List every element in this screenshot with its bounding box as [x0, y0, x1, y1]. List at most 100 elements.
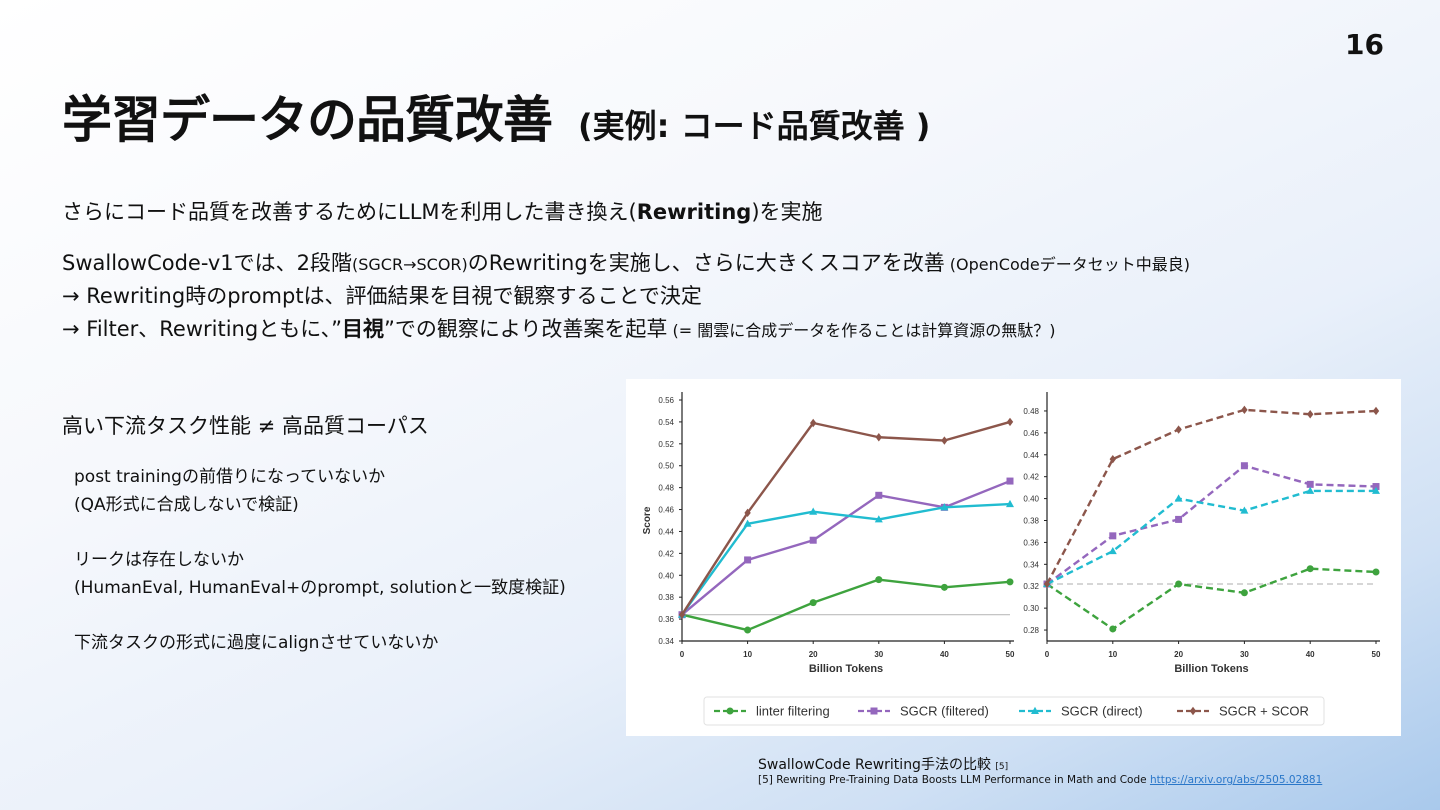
y-tick-label: 0.56 [658, 396, 674, 405]
data-point [1109, 532, 1117, 540]
filter-text-d: (= 闇雲に合成データを作ることは計算資源の無駄？) [667, 321, 1056, 340]
data-point [875, 433, 882, 442]
bullet-align: 下流タスクの形式に過度にalignさせていないか [74, 633, 439, 653]
x-axis-label: Billion Tokens [1174, 663, 1248, 675]
data-point [1240, 506, 1249, 514]
x-tick-label: 10 [1108, 650, 1117, 659]
data-point [1372, 486, 1380, 494]
y-tick-label: 0.28 [1023, 626, 1039, 635]
filter-line: → Filter、Rewritingともに、”目視”での観察により改善案を起草 … [62, 313, 1056, 343]
data-point [1175, 515, 1183, 523]
reference: [5] Rewriting Pre-Training Data Boosts L… [758, 774, 1322, 786]
y-tick-label: 0.34 [1023, 560, 1039, 569]
data-point [1006, 417, 1014, 427]
x-tick-label: 0 [1045, 650, 1050, 659]
series-line [1046, 489, 1376, 586]
y-tick-label: 0.38 [658, 593, 674, 602]
data-point [1372, 406, 1380, 416]
page-number: 16 [1345, 28, 1384, 61]
y-tick-label: 0.32 [1023, 582, 1039, 591]
slide-title-main: 学習データの品質改善 [62, 91, 553, 149]
data-point [678, 610, 686, 619]
y-tick-label: 0.34 [658, 637, 674, 646]
y-tick-label: 0.40 [658, 571, 674, 580]
data-point [1241, 405, 1248, 415]
data-point [809, 536, 817, 544]
y-tick-label: 0.46 [658, 506, 674, 515]
caption-text: SwallowCode Rewriting手法の比較 [758, 757, 991, 773]
intro-text-a: さらにコード品質を改善するためにLLMを利用した書き換え( [62, 200, 637, 224]
series-line [1046, 464, 1377, 586]
x-tick-label: 50 [1372, 650, 1381, 659]
swallowcode-text-a: SwallowCode-v1では、2段階 [62, 251, 352, 275]
chart-panel: 0.34 0.36 0.38 0.40 0.42 0.44 0.46 0.48 0.50 0.52… [626, 379, 1401, 736]
data-point [875, 491, 883, 499]
data-point [809, 599, 817, 607]
data-point [941, 436, 948, 445]
y-tick-label: 0.42 [1023, 473, 1039, 482]
x-tick-label: 0 [680, 650, 685, 659]
data-point [1006, 499, 1014, 508]
reference-link[interactable]: https://arxiv.org/abs/2505.02881 [1149, 774, 1323, 786]
data-point [1240, 462, 1248, 470]
filter-text-c: ”での観察により改善案を起草 [383, 317, 668, 341]
data-point [809, 507, 818, 515]
x-tick-label: 30 [1240, 650, 1249, 659]
x-tick-label: 50 [1006, 650, 1015, 659]
swallowcode-text-d: (OpenCodeデータセット中最良) [944, 255, 1190, 274]
legend-marker [1189, 706, 1197, 716]
legend-label: SGCR + SCOR [1219, 704, 1309, 719]
y-tick-label: 0.48 [658, 484, 674, 493]
data-point [940, 503, 949, 511]
x-tick-label: 20 [809, 650, 818, 659]
intro-line: さらにコード品質を改善するためにLLMを利用した書き換え(Rewriting)を… [62, 196, 823, 226]
data-point [1006, 477, 1014, 485]
data-point [1174, 494, 1183, 502]
bullet-post-training: post trainingの前借りになっていないか [74, 467, 386, 487]
bullet-humaneval: (HumanEval, HumanEval+のprompt, solutionと… [74, 578, 566, 598]
y-tick-label: 0.52 [658, 440, 674, 449]
y-tick-label: 0.46 [1023, 429, 1039, 438]
slide-title: 学習データの品質改善 (実例: コード品質改善 ) [62, 80, 930, 152]
subheading: 高い下流タスク性能 ≠ 高品質コーパス [62, 414, 429, 438]
swallowcode-line: SwallowCode-v1では、2段階(SGCR→SCOR)のRewritin… [62, 247, 1190, 277]
data-point [1006, 578, 1014, 586]
data-point [1108, 546, 1117, 555]
intro-text-c: )を実施 [751, 200, 823, 224]
y-tick-label: 0.30 [1023, 604, 1039, 613]
legend-label: SGCR (filtered) [900, 704, 989, 719]
y-tick-label: 0.38 [1023, 517, 1039, 526]
prompt-line: → Rewriting時のpromptは、評価結果を目視で観察することで決定 [62, 284, 702, 308]
y-tick-label: 0.44 [1023, 451, 1039, 460]
data-point [1175, 580, 1183, 588]
legend-marker [1031, 706, 1039, 714]
filter-text-a: → Filter、Rewritingともに、” [62, 317, 342, 341]
data-point [1307, 410, 1314, 419]
y-tick-label: 0.44 [658, 527, 674, 536]
data-point [1306, 486, 1315, 494]
legend-box [703, 696, 1325, 726]
data-point [1109, 625, 1117, 633]
data-point [875, 576, 883, 584]
figure-caption: SwallowCode Rewriting手法の比較 [5] [758, 754, 1008, 774]
comparison-chart: 0.34 0.36 0.38 0.40 0.42 0.44 0.46 0.48 0.50 0.52… [642, 392, 1381, 726]
data-point [940, 583, 948, 591]
swallowcode-text-c: のRewritingを実施し、さらに大きくスコアを改善 [467, 251, 945, 275]
data-point [1306, 565, 1314, 573]
data-point [1240, 589, 1248, 597]
y-tick-label: 0.50 [658, 462, 674, 471]
x-tick-label: 40 [940, 650, 949, 659]
bullet-leak: リークは存在しないか [74, 550, 244, 570]
filter-text-bold: 目視 [341, 317, 384, 341]
series-line [1046, 567, 1377, 631]
data-point [1372, 483, 1380, 491]
legend-marker [870, 707, 878, 715]
swallowcode-text-b: (SGCR→SCOR) [352, 255, 468, 274]
slide-title-sub: (実例: コード品質改善 ) [578, 107, 931, 145]
data-point [743, 519, 752, 527]
series-line [681, 502, 1011, 616]
x-tick-label: 20 [1174, 650, 1183, 659]
y-tick-label: 0.42 [658, 549, 674, 558]
series-line [681, 578, 1011, 632]
y-tick-label: 0.36 [658, 615, 674, 624]
